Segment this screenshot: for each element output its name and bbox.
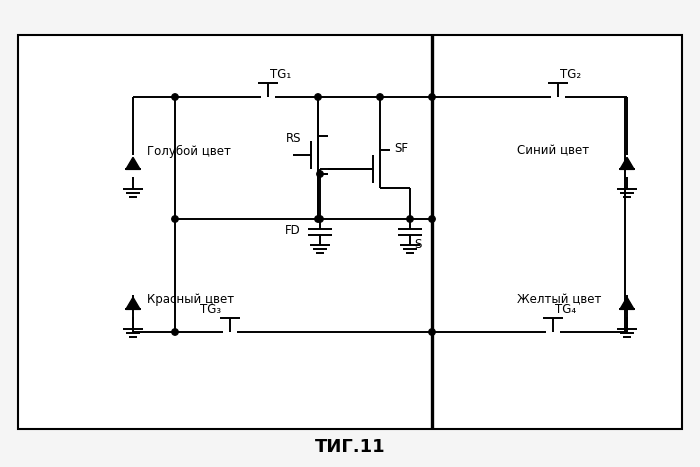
Text: FD: FD <box>285 225 301 238</box>
Circle shape <box>315 94 321 100</box>
Text: SF: SF <box>394 142 408 155</box>
Text: TG₄: TG₄ <box>555 303 576 316</box>
Circle shape <box>407 216 413 222</box>
Circle shape <box>315 216 321 222</box>
Text: Синий цвет: Синий цвет <box>517 144 589 157</box>
Text: ΤИГ.11: ΤИГ.11 <box>315 438 385 456</box>
Circle shape <box>172 216 178 222</box>
Circle shape <box>172 94 178 100</box>
Polygon shape <box>126 297 140 310</box>
Circle shape <box>429 94 435 100</box>
Text: Голубой цвет: Голубой цвет <box>147 144 231 157</box>
Text: S: S <box>414 239 421 252</box>
Text: TG₁: TG₁ <box>270 68 291 81</box>
Polygon shape <box>126 157 140 170</box>
Text: TG₃: TG₃ <box>200 303 221 316</box>
Text: TG₂: TG₂ <box>560 68 581 81</box>
Circle shape <box>429 216 435 222</box>
Text: Желтый цвет: Желтый цвет <box>517 293 601 306</box>
Text: Красный цвет: Красный цвет <box>147 293 234 306</box>
Bar <box>18 35 682 429</box>
Circle shape <box>317 171 323 177</box>
Polygon shape <box>620 157 634 170</box>
Text: RS: RS <box>286 132 302 145</box>
Circle shape <box>429 329 435 335</box>
Circle shape <box>377 94 383 100</box>
Circle shape <box>172 329 178 335</box>
Circle shape <box>317 216 323 222</box>
Polygon shape <box>620 297 634 310</box>
